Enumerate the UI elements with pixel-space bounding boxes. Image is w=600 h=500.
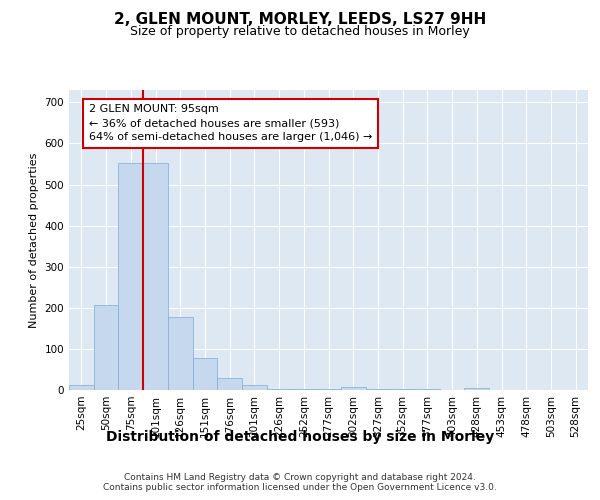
Bar [193,358,217,390]
Bar [415,389,440,390]
Bar [365,389,390,390]
Bar [242,385,267,390]
Bar [390,389,415,390]
Y-axis label: Number of detached properties: Number of detached properties [29,152,39,328]
Bar [118,163,143,390]
Bar [464,388,489,390]
Bar [168,317,193,390]
Bar [143,163,168,390]
Bar [217,378,242,390]
Bar [292,389,316,390]
Text: Size of property relative to detached houses in Morley: Size of property relative to detached ho… [130,25,470,38]
Bar [94,305,118,390]
Bar [69,384,94,390]
Bar [316,389,341,390]
Bar [341,386,365,390]
Text: Contains HM Land Registry data © Crown copyright and database right 2024.
Contai: Contains HM Land Registry data © Crown c… [103,473,497,492]
Text: 2, GLEN MOUNT, MORLEY, LEEDS, LS27 9HH: 2, GLEN MOUNT, MORLEY, LEEDS, LS27 9HH [114,12,486,28]
Text: Distribution of detached houses by size in Morley: Distribution of detached houses by size … [106,430,494,444]
Text: 2 GLEN MOUNT: 95sqm
← 36% of detached houses are smaller (593)
64% of semi-detac: 2 GLEN MOUNT: 95sqm ← 36% of detached ho… [89,104,372,142]
Bar [267,389,292,390]
